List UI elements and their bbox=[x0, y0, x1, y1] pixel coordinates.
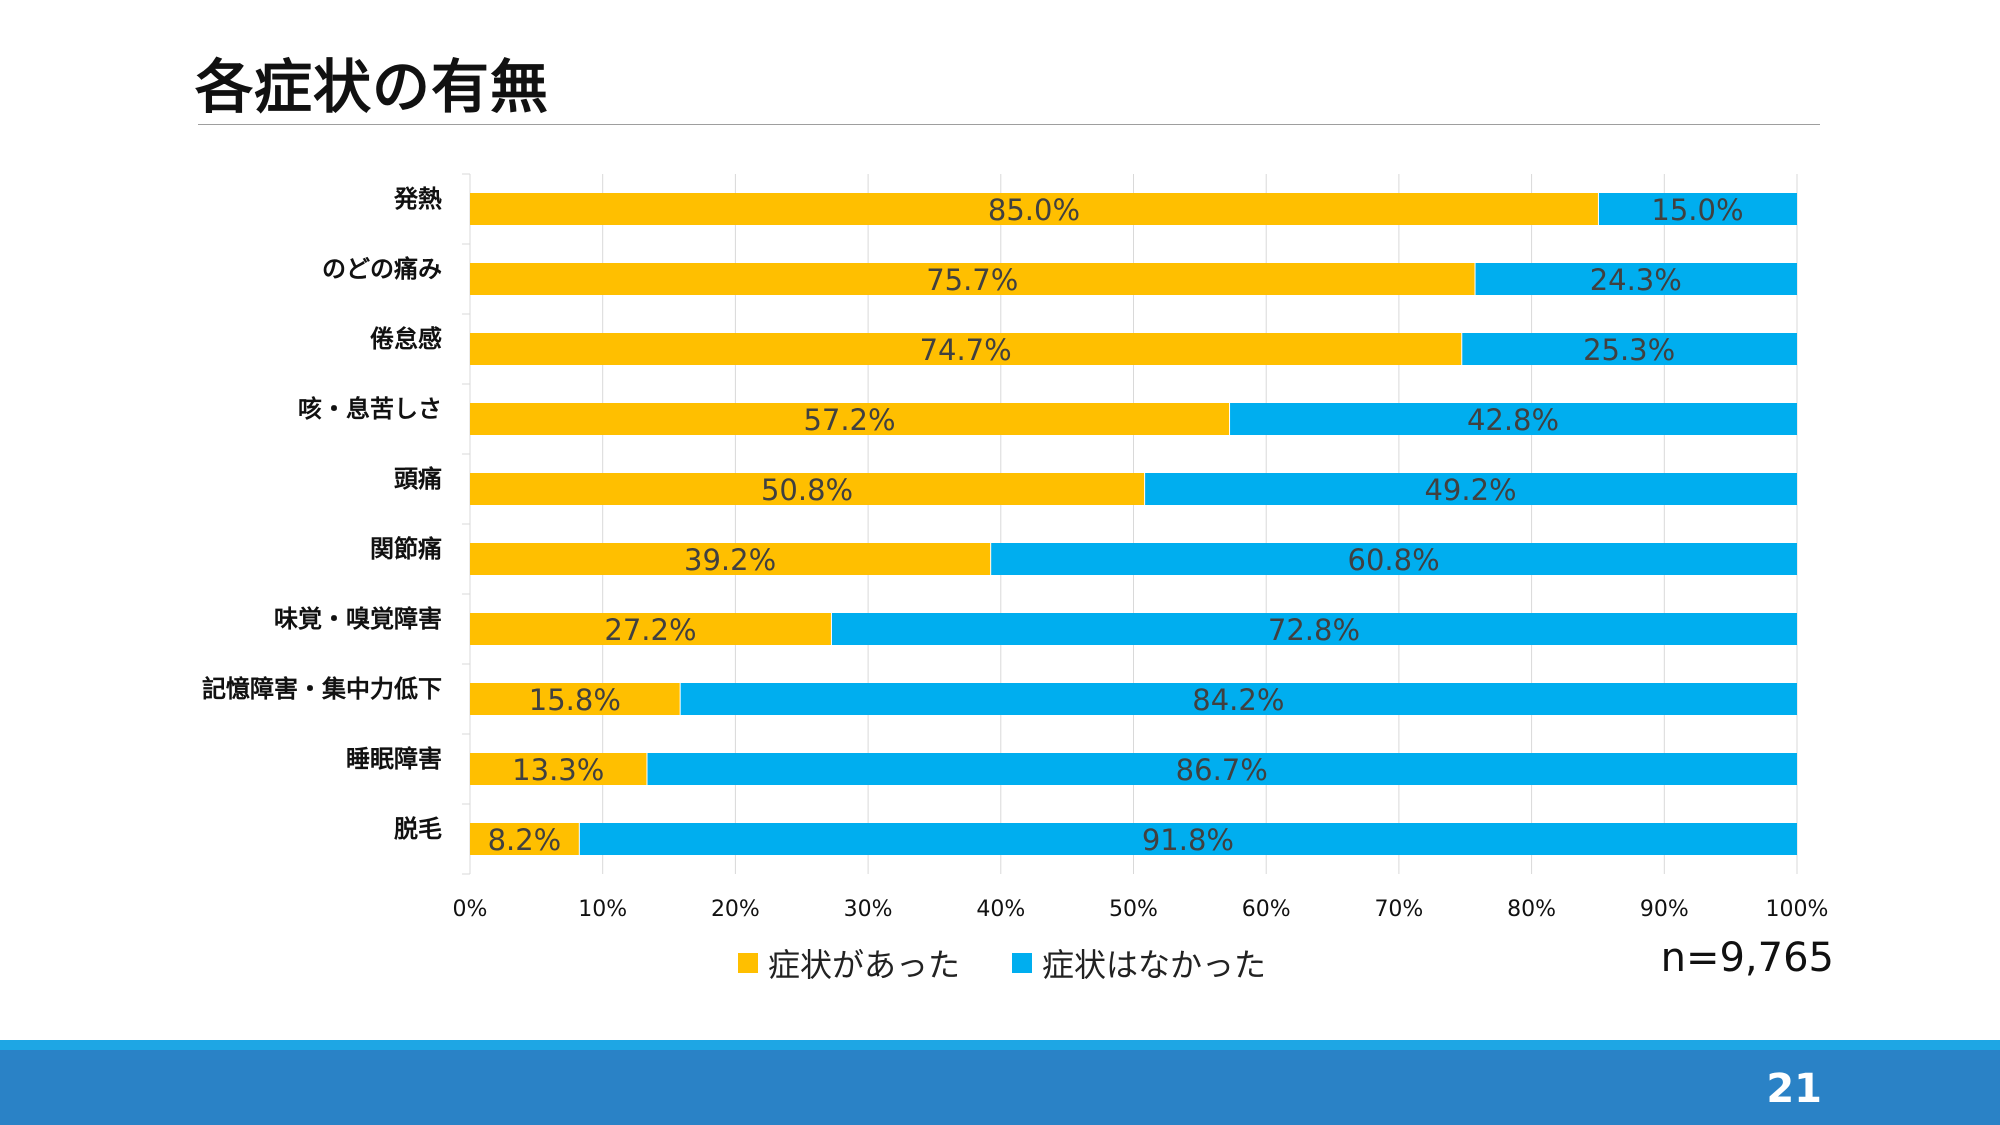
bar-yes bbox=[470, 263, 1475, 295]
data-label-yes: 15.8% bbox=[529, 683, 621, 717]
legend-swatch-no bbox=[1012, 953, 1033, 973]
bar-no bbox=[831, 613, 1797, 645]
data-label-no: 15.0% bbox=[1651, 193, 1743, 227]
legend-label-yes: 症状があった bbox=[768, 946, 961, 984]
x-tick-label: 90% bbox=[1640, 897, 1689, 922]
data-label-no: 72.8% bbox=[1268, 613, 1360, 647]
bar-no bbox=[1230, 403, 1797, 435]
data-label-no: 86.7% bbox=[1176, 753, 1268, 787]
x-tick-label: 100% bbox=[1766, 897, 1829, 922]
bar-yes bbox=[470, 543, 991, 575]
data-label-yes: 50.8% bbox=[761, 473, 853, 507]
data-label-yes: 74.7% bbox=[920, 333, 1012, 367]
bar-no bbox=[579, 823, 1798, 855]
bar-yes bbox=[470, 753, 647, 785]
category-label: のどの痛み bbox=[322, 255, 442, 283]
x-tick-label: 60% bbox=[1242, 897, 1291, 922]
x-tick-label: 30% bbox=[844, 897, 893, 922]
category-label: 味覚・嗅覚障害 bbox=[274, 605, 442, 633]
bar-no bbox=[1462, 333, 1797, 365]
slide-title: 各症状の有無 bbox=[195, 53, 550, 121]
data-label-no: 24.3% bbox=[1590, 263, 1682, 297]
bar-yes bbox=[470, 403, 1230, 435]
bar-no bbox=[647, 753, 1798, 785]
x-tick-label: 50% bbox=[1109, 897, 1158, 922]
footer-band bbox=[0, 1040, 2000, 1125]
x-tick-label: 20% bbox=[711, 897, 760, 922]
x-tick-label: 10% bbox=[578, 897, 627, 922]
bar-no bbox=[1475, 263, 1797, 295]
legend-item-no: 症状はなかった bbox=[1012, 940, 1266, 986]
category-label: 睡眠障害 bbox=[346, 745, 442, 773]
legend-swatch-yes bbox=[738, 953, 758, 973]
category-label: 咳・息苦しさ bbox=[298, 395, 442, 423]
data-label-no: 25.3% bbox=[1583, 333, 1675, 367]
bar-no bbox=[680, 683, 1797, 715]
bar-yes bbox=[470, 683, 680, 715]
data-label-yes: 27.2% bbox=[604, 613, 696, 647]
x-tick-label: 0% bbox=[453, 897, 488, 922]
category-label: 関節痛 bbox=[370, 535, 442, 563]
data-label-yes: 57.2% bbox=[803, 403, 895, 437]
page-number: 21 bbox=[1766, 1066, 1822, 1112]
data-label-yes: 85.0% bbox=[988, 193, 1080, 227]
category-label: 記憶障害・集中力低下 bbox=[202, 675, 442, 703]
x-tick-label: 40% bbox=[976, 897, 1025, 922]
category-label: 倦怠感 bbox=[370, 325, 442, 353]
data-label-no: 49.2% bbox=[1424, 473, 1516, 507]
legend-label-no: 症状はなかった bbox=[1042, 946, 1267, 984]
bar-yes bbox=[470, 333, 1462, 365]
data-label-yes: 39.2% bbox=[684, 543, 776, 577]
data-label-yes: 13.3% bbox=[512, 753, 604, 787]
bar-no bbox=[991, 543, 1797, 575]
data-label-no: 60.8% bbox=[1348, 543, 1440, 577]
bar-yes bbox=[470, 613, 831, 645]
data-label-yes: 75.7% bbox=[926, 263, 1018, 297]
data-label-yes: 8.2% bbox=[488, 823, 562, 857]
chart-legend: 症状があった 症状はなかった bbox=[738, 940, 1318, 986]
bar-no bbox=[1598, 193, 1797, 225]
legend-item-yes: 症状があった bbox=[738, 940, 960, 986]
title-divider bbox=[198, 124, 1820, 125]
category-label: 頭痛 bbox=[394, 465, 442, 493]
bar-yes bbox=[470, 473, 1145, 505]
bar-yes bbox=[470, 193, 1598, 225]
data-label-no: 84.2% bbox=[1192, 683, 1284, 717]
sample-size: n=9,765 bbox=[1660, 935, 1834, 981]
x-tick-label: 70% bbox=[1374, 897, 1423, 922]
category-label: 発熱 bbox=[393, 185, 442, 213]
x-tick-label: 80% bbox=[1507, 897, 1556, 922]
bar-no bbox=[1145, 473, 1797, 505]
data-label-no: 91.8% bbox=[1142, 823, 1234, 857]
data-label-no: 42.8% bbox=[1467, 403, 1559, 437]
category-label: 脱毛 bbox=[394, 815, 442, 843]
bar-yes bbox=[470, 823, 579, 855]
